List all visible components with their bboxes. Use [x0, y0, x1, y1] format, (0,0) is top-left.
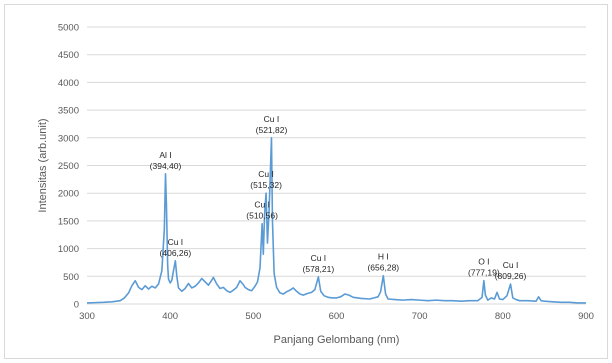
y-tick-label: 3500	[58, 106, 79, 117]
y-tick-label: 5000	[58, 23, 79, 34]
y-tick-label: 500	[63, 272, 79, 283]
y-tick-label: 2000	[58, 189, 79, 200]
peak-annotation: Cu I (809,26)	[495, 260, 527, 281]
peak-annotation: Cu I (510,56)	[246, 200, 278, 221]
x-tick-label: 400	[162, 311, 178, 322]
peak-annotation: H I (656,28)	[367, 252, 399, 273]
peak-annotation: Cu I (578,21)	[303, 253, 335, 274]
x-axis-title: Panjang Gelombang (nm)	[274, 334, 400, 346]
y-tick-label: 4000	[58, 78, 79, 89]
x-tick-label: 700	[412, 311, 428, 322]
y-tick-labels: 0 500 1000 1500 2000 2500 3000 3500 4000 4500 5000	[58, 23, 79, 311]
x-tick-label: 300	[79, 311, 95, 322]
y-tick-label: 4500	[58, 50, 79, 61]
gridlines	[87, 26, 586, 305]
peak-annotation: Al I (394,40)	[150, 150, 182, 171]
y-tick-label: 3000	[58, 133, 79, 144]
x-tick-labels: 300 400 500 600 700 800 900	[79, 311, 594, 322]
y-tick-label: 0	[74, 300, 79, 311]
peak-annotation: Cu I (515,32)	[250, 169, 282, 190]
y-axis-title: Intensitas (arb.unit)	[37, 118, 49, 212]
y-tick-label: 1000	[58, 244, 79, 255]
peak-annotation: O I (777,19)	[468, 257, 500, 278]
x-tick-label: 600	[329, 311, 345, 322]
x-tick-label: 500	[245, 311, 261, 322]
peak-annotation: Cu I (406,26)	[160, 237, 192, 258]
y-tick-label: 2500	[58, 161, 79, 172]
chart-frame	[4, 4, 608, 359]
spectrum-line	[86, 137, 586, 304]
y-tick-label: 1500	[58, 216, 79, 227]
peak-annotations: Al I (394,40) Cu I (406,26) Cu I (510,56) Cu I…	[150, 114, 527, 281]
x-tick-label: 800	[495, 311, 511, 322]
peak-annotation: Cu I (521,82)	[256, 114, 288, 135]
x-tick-label: 900	[578, 311, 594, 322]
